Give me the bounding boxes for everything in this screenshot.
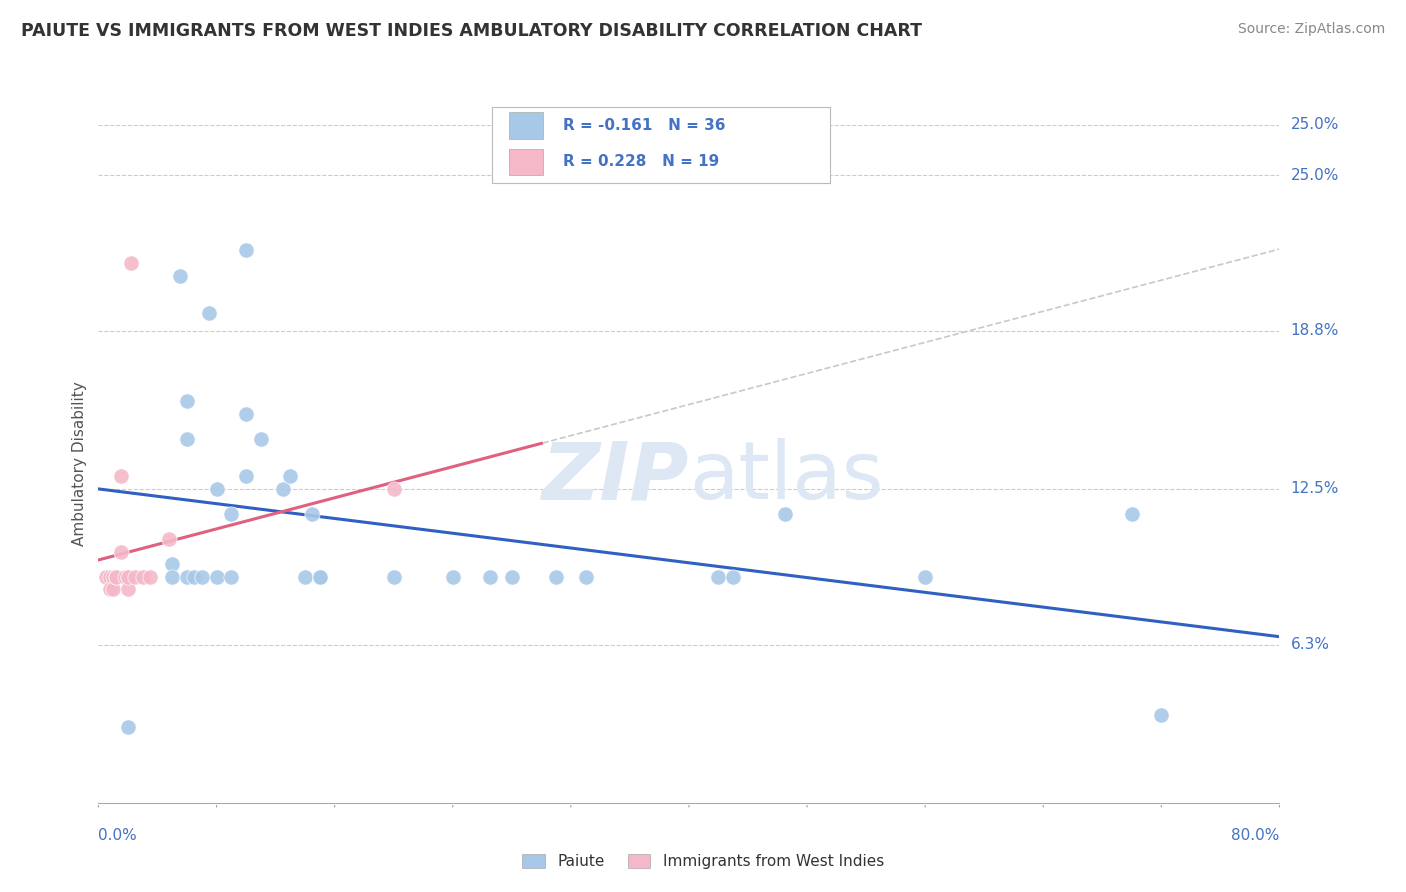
Point	[271, 482, 294, 496]
Text: R = -0.161   N = 36: R = -0.161 N = 36	[562, 119, 725, 134]
Text: 18.8%: 18.8%	[1291, 323, 1339, 338]
Point	[1150, 707, 1173, 722]
Point	[382, 482, 405, 496]
Text: 25.0%: 25.0%	[1291, 168, 1339, 183]
Bar	[509, 149, 543, 175]
Point	[139, 570, 162, 584]
Point	[773, 507, 796, 521]
Point	[94, 570, 117, 584]
Legend: Paiute, Immigrants from West Indies: Paiute, Immigrants from West Indies	[516, 848, 890, 875]
Point	[294, 570, 316, 584]
Point	[250, 432, 273, 446]
Text: 6.3%: 6.3%	[1291, 637, 1330, 652]
Point	[124, 570, 146, 584]
Y-axis label: Ambulatory Disability: Ambulatory Disability	[72, 382, 87, 546]
Point	[309, 570, 332, 584]
Point	[219, 570, 242, 584]
Point	[309, 570, 332, 584]
Point	[301, 507, 323, 521]
Point	[98, 582, 121, 597]
Point	[117, 582, 139, 597]
Point	[235, 469, 257, 483]
Text: ZIP: ZIP	[541, 438, 689, 516]
Text: atlas: atlas	[689, 438, 883, 516]
Point	[441, 570, 464, 584]
Text: 80.0%: 80.0%	[1232, 828, 1279, 843]
Text: 12.5%: 12.5%	[1291, 482, 1339, 497]
Point	[914, 570, 936, 584]
Point	[169, 268, 191, 283]
Point	[105, 570, 128, 584]
Point	[219, 507, 242, 521]
Text: 0.0%: 0.0%	[98, 828, 138, 843]
Point	[478, 570, 501, 584]
Text: R = 0.228   N = 19: R = 0.228 N = 19	[562, 154, 720, 169]
Text: PAIUTE VS IMMIGRANTS FROM WEST INDIES AMBULATORY DISABILITY CORRELATION CHART: PAIUTE VS IMMIGRANTS FROM WEST INDIES AM…	[21, 22, 922, 40]
Point	[205, 570, 228, 584]
Text: 25.0%: 25.0%	[1291, 118, 1339, 132]
Point	[98, 570, 121, 584]
Point	[176, 570, 198, 584]
Point	[117, 570, 139, 584]
Point	[501, 570, 523, 584]
Point	[176, 394, 198, 409]
Point	[114, 570, 136, 584]
Point	[544, 570, 567, 584]
Point	[235, 407, 257, 421]
Point	[157, 532, 180, 546]
Point	[191, 570, 214, 584]
Point	[110, 469, 132, 483]
Point	[278, 469, 302, 483]
Point	[235, 244, 257, 258]
Point	[382, 570, 405, 584]
Point	[103, 582, 125, 597]
Point	[132, 570, 155, 584]
Point	[183, 570, 205, 584]
Point	[205, 482, 228, 496]
Point	[721, 570, 744, 584]
Point	[105, 570, 128, 584]
Point	[117, 570, 139, 584]
Point	[198, 306, 221, 320]
Text: Source: ZipAtlas.com: Source: ZipAtlas.com	[1237, 22, 1385, 37]
Point	[574, 570, 596, 584]
Point	[176, 432, 198, 446]
Point	[120, 256, 142, 270]
Point	[162, 558, 183, 572]
Point	[162, 570, 183, 584]
Point	[707, 570, 730, 584]
Point	[103, 570, 125, 584]
Point	[117, 721, 139, 735]
Bar	[509, 112, 543, 139]
Point	[1121, 507, 1143, 521]
Point	[110, 545, 132, 559]
